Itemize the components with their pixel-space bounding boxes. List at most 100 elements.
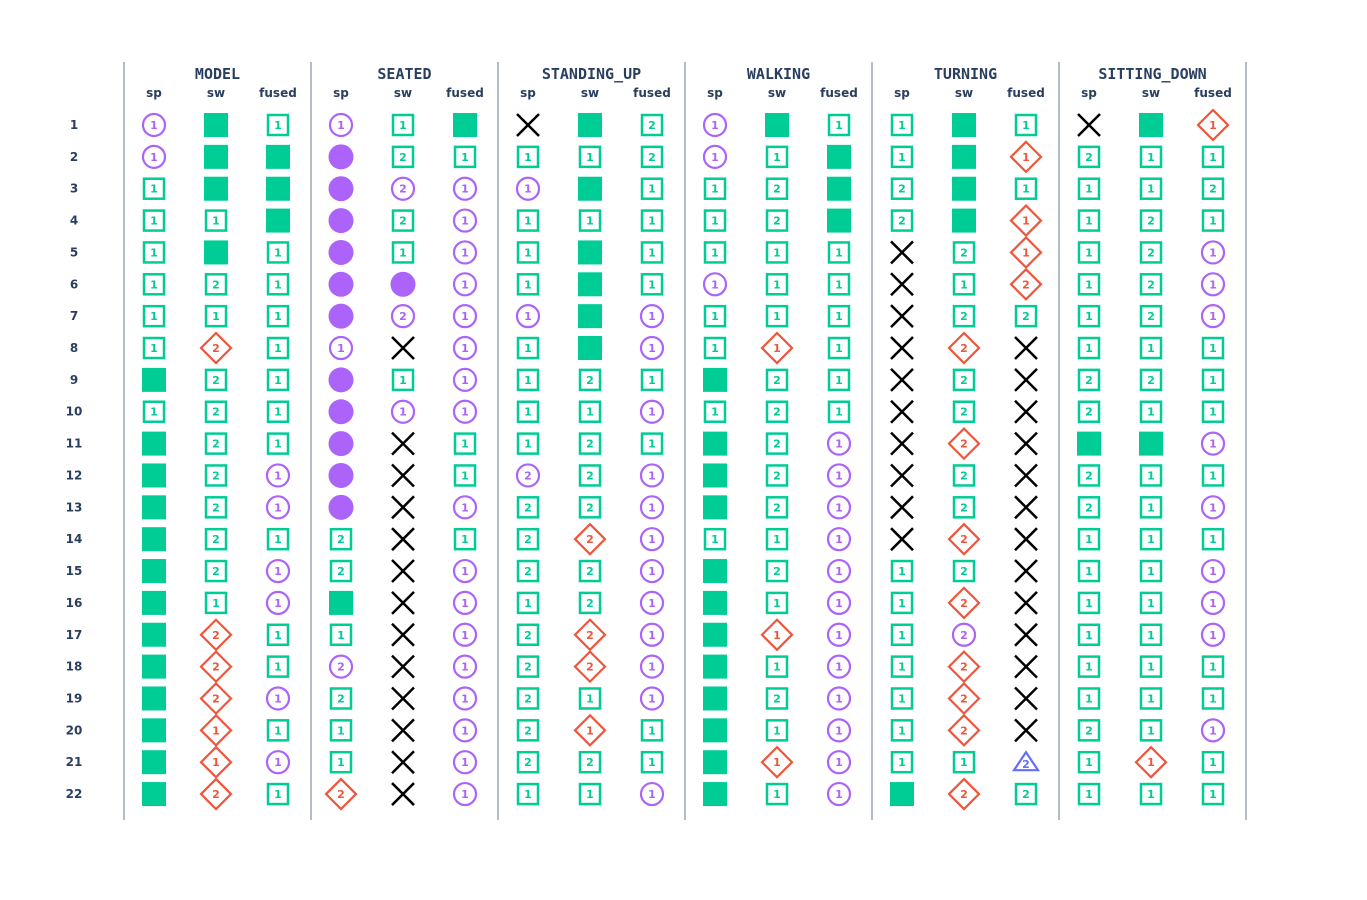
filled-circle-marker bbox=[328, 144, 354, 170]
open-square-marker: 1 bbox=[890, 559, 914, 583]
open-square-marker: 1 bbox=[890, 623, 914, 647]
marker-number: 1 bbox=[773, 342, 781, 355]
open-square-marker: 1 bbox=[1201, 782, 1225, 806]
marker-number: 1 bbox=[711, 406, 719, 419]
marker-number: 1 bbox=[461, 533, 469, 546]
open-square-marker: 2 bbox=[204, 559, 228, 583]
open-square-marker: 2 bbox=[578, 750, 602, 774]
open-square-marker: 1 bbox=[453, 432, 477, 455]
marker-number: 1 bbox=[711, 215, 719, 228]
marker-number: 2 bbox=[1085, 501, 1093, 514]
open-circle-marker: 1 bbox=[826, 495, 852, 520]
marker-number: 1 bbox=[648, 215, 656, 228]
group-title: STANDING_UP bbox=[542, 65, 641, 83]
marker-number: 1 bbox=[648, 788, 656, 801]
marker-number: 1 bbox=[648, 629, 656, 642]
subcolumn-label: fused bbox=[1007, 86, 1045, 100]
marker-number: 1 bbox=[150, 183, 158, 196]
marker-number: 1 bbox=[524, 151, 532, 164]
marker-number: 2 bbox=[960, 565, 968, 578]
open-circle-marker: 1 bbox=[452, 686, 478, 711]
cross-marker bbox=[391, 686, 415, 711]
marker-number: 1 bbox=[150, 310, 158, 323]
marker-number: 2 bbox=[212, 629, 220, 642]
marker-number: 1 bbox=[212, 215, 220, 228]
filled-square-marker bbox=[952, 208, 976, 233]
marker-number: 2 bbox=[524, 565, 532, 578]
marker-number: 1 bbox=[337, 119, 345, 132]
open-square-marker: 1 bbox=[516, 400, 540, 423]
open-square-marker: 1 bbox=[204, 304, 228, 328]
open-square-marker: 1 bbox=[266, 527, 290, 551]
marker-number: 2 bbox=[773, 183, 781, 196]
marker-number: 1 bbox=[835, 597, 843, 610]
open-square-marker: 1 bbox=[1201, 464, 1225, 487]
open-circle-marker: 1 bbox=[702, 112, 728, 138]
filled-circle-marker bbox=[390, 271, 416, 297]
open-circle-marker: 1 bbox=[826, 686, 852, 711]
marker-number: 1 bbox=[1209, 342, 1217, 355]
cross-marker bbox=[391, 495, 415, 520]
cross-marker bbox=[1014, 686, 1038, 711]
open-square-marker: 1 bbox=[142, 241, 166, 264]
marker-number: 1 bbox=[524, 788, 532, 801]
open-circle-marker: 1 bbox=[265, 495, 291, 520]
open-square-marker: 1 bbox=[890, 719, 914, 742]
open-circle-marker: 1 bbox=[639, 527, 665, 552]
marker-number: 1 bbox=[648, 183, 656, 196]
filled-square-marker bbox=[703, 782, 727, 807]
open-square-marker: 2 bbox=[516, 655, 540, 678]
marker-number: 1 bbox=[1085, 183, 1093, 196]
marker-number: 1 bbox=[1209, 724, 1217, 737]
open-circle-marker: 1 bbox=[639, 590, 665, 616]
open-circle-marker: 1 bbox=[390, 399, 416, 424]
marker-number: 1 bbox=[586, 151, 594, 164]
open-square-marker: 1 bbox=[640, 209, 664, 232]
open-square-marker: 1 bbox=[1139, 464, 1163, 487]
marker-number: 1 bbox=[773, 246, 781, 259]
marker-number: 1 bbox=[461, 724, 469, 737]
open-circle-marker: 1 bbox=[265, 750, 291, 775]
open-square-marker: 1 bbox=[1139, 719, 1163, 742]
open-circle-marker: 1 bbox=[452, 367, 478, 392]
row-label: 5 bbox=[70, 245, 78, 259]
filled-square-marker bbox=[142, 367, 166, 392]
cross-marker bbox=[1014, 654, 1038, 679]
filled-square-marker bbox=[890, 782, 914, 807]
open-square-marker: 1 bbox=[1077, 750, 1101, 774]
subcolumn-label: fused bbox=[820, 86, 858, 100]
marker-number: 1 bbox=[1085, 597, 1093, 610]
open-square-marker: 2 bbox=[391, 145, 415, 169]
marker-number: 1 bbox=[773, 788, 781, 801]
marker-number: 2 bbox=[524, 469, 532, 482]
open-square-marker: 1 bbox=[578, 400, 602, 423]
open-square-marker: 1 bbox=[703, 304, 727, 328]
marker-number: 1 bbox=[1147, 661, 1155, 674]
marker-number: 1 bbox=[711, 533, 719, 546]
filled-circle-marker bbox=[328, 208, 354, 234]
marker-number: 2 bbox=[586, 629, 594, 642]
marker-number: 2 bbox=[1022, 310, 1030, 323]
marker-number: 1 bbox=[1085, 278, 1093, 291]
open-square-marker: 1 bbox=[391, 368, 415, 392]
marker-number: 2 bbox=[524, 629, 532, 642]
open-diamond-marker: 1 bbox=[199, 745, 233, 779]
cross-marker bbox=[890, 495, 914, 520]
marker-number: 1 bbox=[711, 119, 719, 132]
open-diamond-marker: 2 bbox=[1009, 267, 1043, 301]
marker-number: 1 bbox=[1209, 215, 1217, 228]
open-square-marker: 1 bbox=[329, 719, 353, 742]
open-square-marker: 2 bbox=[952, 368, 976, 392]
open-square-marker: 2 bbox=[952, 559, 976, 583]
marker-number: 2 bbox=[898, 215, 906, 228]
filled-square-marker bbox=[578, 240, 602, 265]
marker-number: 2 bbox=[337, 692, 345, 705]
open-square-marker: 1 bbox=[1077, 304, 1101, 328]
marker-number: 1 bbox=[1147, 406, 1155, 419]
marker-number: 2 bbox=[960, 788, 968, 801]
marker-number: 1 bbox=[648, 692, 656, 705]
marker-number: 2 bbox=[586, 533, 594, 546]
marker-number: 1 bbox=[461, 278, 469, 291]
open-square-marker: 2 bbox=[329, 527, 353, 551]
open-square-marker: 2 bbox=[1077, 496, 1101, 519]
